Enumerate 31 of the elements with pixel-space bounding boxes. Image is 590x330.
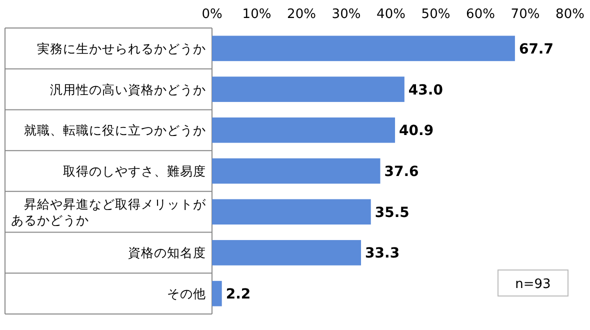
data-label: 40.9 <box>399 123 434 140</box>
data-label: 67.7 <box>518 41 554 58</box>
bar <box>212 158 380 184</box>
bar <box>212 36 515 62</box>
y-tick-label: 実務に生かせられるかどうか <box>37 40 206 56</box>
x-tick-label: 60% <box>466 7 495 22</box>
x-tick-label: 10% <box>242 7 272 22</box>
y-tick-label: 汎用性の高い資格かどうか <box>50 82 206 97</box>
x-tick-label: 40% <box>376 7 406 22</box>
bar <box>212 76 404 102</box>
data-label: 37.6 <box>384 164 419 180</box>
y-tick-label: 就職、転職に役に立つかどうか <box>24 122 206 138</box>
data-label: 33.3 <box>365 246 400 262</box>
x-tick-label: 70% <box>510 7 540 22</box>
data-label: 2.2 <box>226 286 251 303</box>
bar <box>212 117 396 143</box>
x-tick-label: 0% <box>202 7 222 22</box>
bar <box>212 199 371 225</box>
data-label: 43.0 <box>408 82 444 98</box>
y-tick-label: その他 <box>167 286 206 302</box>
x-tick-label: 80% <box>556 7 584 22</box>
y-tick-label: 取得のしやすさ、難易度 <box>63 164 206 178</box>
y-tick-label: 昇給や昇進など取得メリットがあるかどうか <box>11 196 207 228</box>
bar <box>212 280 222 306</box>
x-tick-label: 20% <box>287 7 316 22</box>
bar <box>212 240 362 266</box>
annotation: n=93 <box>515 277 551 292</box>
data-label: 35.5 <box>374 204 410 221</box>
x-tick-label: 30% <box>332 7 361 22</box>
y-tick-label: 資格の知名度 <box>128 245 206 260</box>
x-tick-label: 50% <box>421 7 450 22</box>
